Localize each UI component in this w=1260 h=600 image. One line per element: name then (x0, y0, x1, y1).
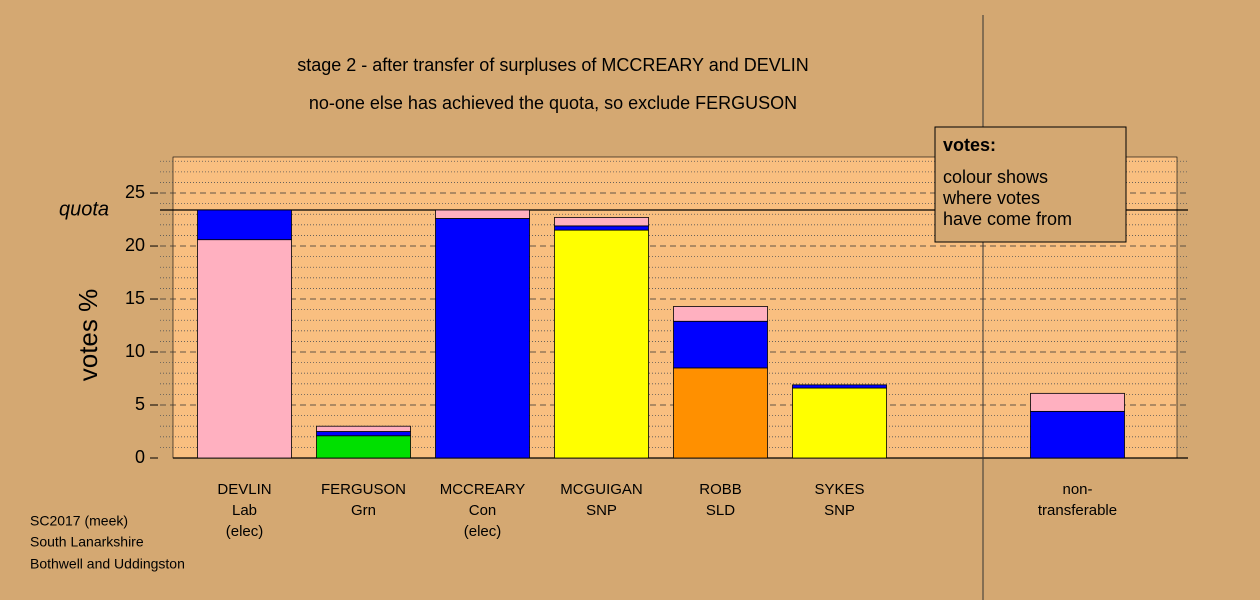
bar-segment (792, 384, 887, 389)
bar-segment (1030, 410, 1125, 459)
bar-segment (197, 239, 292, 459)
y-tick-label: 0 (135, 447, 145, 467)
x-tick-label: (elec) (464, 523, 502, 540)
x-tick-label: (elec) (226, 523, 264, 540)
annotation-line: colour shows (943, 167, 1048, 187)
annotation-line: where votes (942, 188, 1040, 208)
annotation-box (934, 126, 1127, 243)
bar-segment (316, 431, 411, 437)
x-tick-label: SNP (586, 502, 617, 519)
annotation-title: votes: (943, 135, 996, 155)
y-axis-label: votes % (73, 289, 103, 382)
x-tick-label: Con (469, 502, 497, 519)
bar-segment (197, 209, 292, 241)
footer-line: South Lanarkshire (30, 534, 144, 550)
footer-line: SC2017 (meek) (30, 513, 128, 529)
bar-segment (554, 217, 649, 227)
x-tick-label: SYKES (814, 481, 864, 498)
x-tick-label: SLD (706, 502, 735, 519)
annotation-line: have come from (943, 209, 1072, 229)
bar-segment (673, 306, 768, 322)
bar-segment (673, 367, 768, 459)
bar-segment (435, 218, 530, 459)
x-tick-label: Lab (232, 502, 257, 519)
bar-segment (316, 425, 411, 432)
x-tick-label: DEVLIN (217, 481, 271, 498)
y-tick-label: 5 (135, 394, 145, 414)
quota-label: quota (59, 198, 109, 220)
bar-segment (316, 435, 411, 459)
y-tick-label: 15 (125, 288, 145, 308)
y-tick-label: 25 (125, 182, 145, 202)
bar-segment (673, 320, 768, 369)
chart-subtitle: no-one else has achieved the quota, so e… (309, 93, 797, 113)
x-tick-label: FERGUSON (321, 481, 406, 498)
bar-segment (554, 225, 649, 231)
x-tick-label: non- (1062, 481, 1092, 498)
y-tick-label: 10 (125, 341, 145, 361)
footer-line: Bothwell and Uddingston (30, 556, 185, 572)
bar-segment (554, 229, 649, 459)
x-tick-label: transferable (1038, 502, 1117, 519)
y-tick-label: 20 (125, 235, 145, 255)
chart-title: stage 2 - after transfer of surpluses of… (297, 55, 809, 75)
bar-segment (435, 209, 530, 219)
bar-segment (1030, 392, 1125, 412)
bar-segment (792, 387, 887, 459)
x-tick-label: Grn (351, 502, 376, 519)
x-tick-label: SNP (824, 502, 855, 519)
x-tick-label: MCCREARY (440, 481, 526, 498)
x-tick-label: ROBB (699, 481, 742, 498)
x-tick-label: MCGUIGAN (560, 481, 643, 498)
